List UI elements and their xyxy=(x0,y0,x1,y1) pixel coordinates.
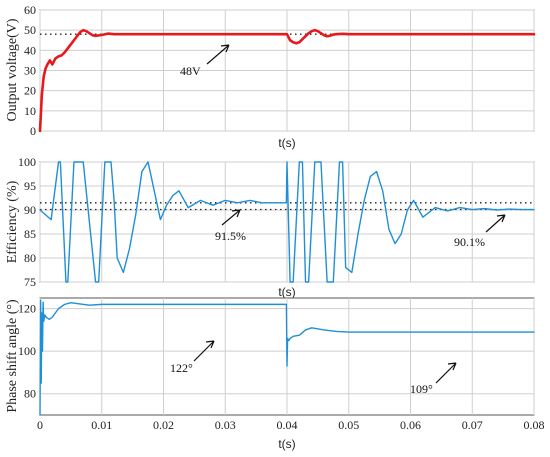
y-tick-label: 50 xyxy=(24,23,36,37)
y-tick-label: 95 xyxy=(24,179,36,193)
y-tick-label: 100 xyxy=(18,155,36,169)
y-tick-label: 60 xyxy=(24,3,36,17)
y-tick-labels: 0 10 20 30 40 50 60 xyxy=(24,3,36,138)
annotation-arrow xyxy=(221,209,241,226)
annotation-arrow xyxy=(206,44,230,65)
series xyxy=(39,161,535,283)
x-axis-label: t(s) xyxy=(278,285,295,299)
x-tick-label: 0.07 xyxy=(462,418,483,432)
panel-phase-shift: 80 100 120 0 0.01 0.02 0.03 0.04 0.05 0.06 0.07 0.… xyxy=(5,297,545,451)
series xyxy=(39,299,535,416)
y-axis-label: Output voltage(V) xyxy=(5,18,20,121)
annotation-arrow xyxy=(193,340,215,362)
series-line xyxy=(39,161,535,283)
y-tick-label: 40 xyxy=(24,43,36,57)
y-tick-label: 80 xyxy=(24,387,36,401)
y-tick-label: 75 xyxy=(24,275,36,289)
x-axis-label: t(s) xyxy=(278,437,295,451)
y-tick-label: 120 xyxy=(18,302,36,316)
y-tick-label: 10 xyxy=(24,104,36,118)
x-axis-label: t(s) xyxy=(278,136,295,150)
x-tick-label: 0.01 xyxy=(91,418,112,432)
annotation-arrow xyxy=(485,214,506,233)
panel-output-voltage: 0 10 20 30 40 50 60 t(s) Output voltage(V) 48V xyxy=(5,3,536,150)
annotation-122: 122° xyxy=(170,361,193,375)
y-axis-label: Phase shift angle (°) xyxy=(5,299,20,413)
annotation-arrow xyxy=(435,362,457,384)
y-tick-label: 85 xyxy=(24,227,36,241)
y-axis-label: Efficiency (%) xyxy=(5,180,20,263)
y-tick-label: 80 xyxy=(24,251,36,265)
annotation-48v: 48V xyxy=(180,64,201,78)
series-line xyxy=(38,28,536,133)
x-tick-label: 0.03 xyxy=(215,418,236,432)
annotation-109: 109° xyxy=(410,382,433,396)
y-tick-label: 0 xyxy=(30,124,36,138)
x-tick-label: 0.08 xyxy=(524,418,545,432)
x-tick-label: 0.04 xyxy=(277,418,298,432)
annotation-91-5: 91.5% xyxy=(215,229,246,243)
x-tick-label: 0.05 xyxy=(338,418,359,432)
x-tick-labels: 0 0.01 0.02 0.03 0.04 0.05 0.06 0.07 0.08 xyxy=(37,418,545,432)
series xyxy=(38,28,536,133)
x-tick-label: 0.06 xyxy=(400,418,421,432)
x-tick-label: 0 xyxy=(37,418,43,432)
annotation-90-1: 90.1% xyxy=(454,235,485,249)
y-tick-label: 30 xyxy=(24,64,36,78)
y-tick-label: 100 xyxy=(18,344,36,358)
x-tick-label: 0.02 xyxy=(153,418,174,432)
y-tick-label: 90 xyxy=(24,203,36,217)
y-tick-labels: 75 80 85 90 95 100 xyxy=(18,155,36,289)
y-tick-labels: 80 100 120 xyxy=(18,302,36,401)
y-tick-label: 20 xyxy=(24,84,36,98)
series-line xyxy=(39,299,535,416)
